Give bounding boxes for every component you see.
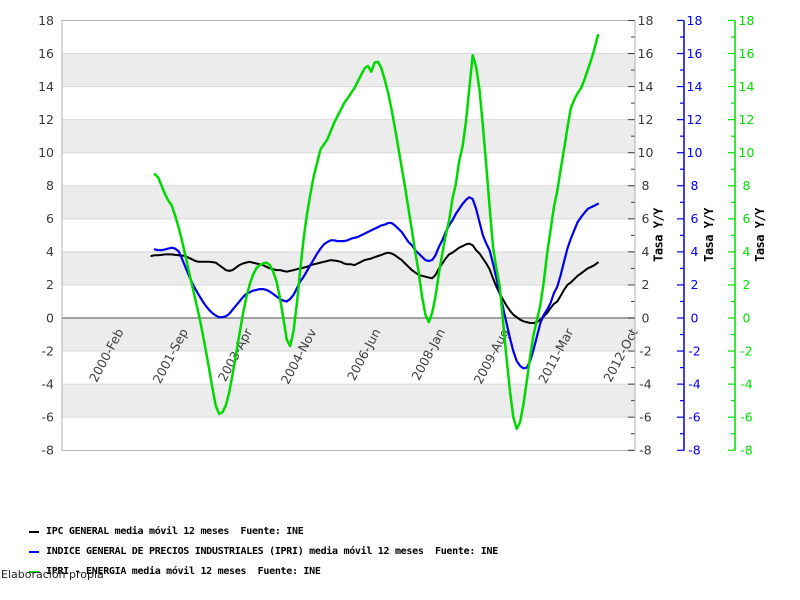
y-tick-label: 10 <box>638 145 654 160</box>
y-tick-label: 14 <box>38 79 54 94</box>
y-tick-label: -8 <box>639 443 652 458</box>
y-tick-label: 12 <box>687 112 703 127</box>
y-axis-titles: Tasa Y/Y Tasa Y/Y Tasa Y/Y <box>652 207 768 262</box>
y-tick-label: 14 <box>739 79 755 94</box>
legend-item-label: IPC GENERAL media móvil 12 meses Fuente:… <box>46 526 304 537</box>
y-tick-label: -2 <box>639 343 651 358</box>
y-tick-label: 16 <box>638 46 654 61</box>
y-tick-label: 6 <box>642 211 650 226</box>
y-tick-label: 18 <box>638 13 654 28</box>
legend-item-label: IPRI - ENERGIA media móvil 12 meses Fuen… <box>46 566 321 577</box>
y-tick-label: 12 <box>38 112 54 127</box>
y-tick-label: -6 <box>639 409 652 424</box>
y-tick-label: 10 <box>687 145 703 160</box>
y-tick-label: -4 <box>688 376 701 391</box>
series-ipri-energia-line <box>153 34 600 431</box>
y-tick-label: -4 <box>740 376 753 391</box>
legend-marker-ipri <box>29 551 39 553</box>
y-tick-label: 16 <box>38 46 54 61</box>
y-tick-label: 4 <box>46 244 54 259</box>
series-ipri-line <box>153 196 600 370</box>
right-green-axis <box>728 19 736 451</box>
y-tick-label: 6 <box>743 211 751 226</box>
right-blue-axis <box>677 19 685 451</box>
y-tick-label: 2 <box>642 277 650 292</box>
y-tick-label: 4 <box>743 244 751 259</box>
y-tick-label: -8 <box>42 443 55 458</box>
y-tick-label: 0 <box>691 310 699 325</box>
y-tick-label: -8 <box>688 443 701 458</box>
y-tick-label: 0 <box>46 310 54 325</box>
y-tick-label: 0 <box>743 310 751 325</box>
credit-note: Elaboración propia <box>1 568 104 581</box>
y-tick-label: 4 <box>691 244 699 259</box>
y-tick-label: 18 <box>739 13 755 28</box>
y-axis-right-black-labels: 18 16 14 12 10 8 6 4 2 0 -2 -4 -6 -8 <box>638 13 654 458</box>
y-tick-label: 10 <box>739 145 755 160</box>
y-tick-label: 12 <box>638 112 654 127</box>
y-tick-label: 16 <box>739 46 755 61</box>
gridlines <box>62 53 635 418</box>
y-tick-label: 2 <box>46 277 54 292</box>
legend-marker-ipri-energia <box>29 571 39 573</box>
y-tick-label: -8 <box>740 443 753 458</box>
y-tick-label: 8 <box>642 178 650 193</box>
y-tick-label: 8 <box>691 178 699 193</box>
y-tick-label: -4 <box>42 376 55 391</box>
y-tick-label: 14 <box>638 79 654 94</box>
y-tick-label: -6 <box>42 409 55 424</box>
y-tick-label: -2 <box>688 343 700 358</box>
legend-item-label: INDICE GENERAL DE PRECIOS INDUSTRIALES (… <box>46 546 498 557</box>
series-ipc-line <box>150 242 599 324</box>
y-tick-label: 8 <box>46 178 54 193</box>
y-tick-label: 0 <box>642 310 650 325</box>
y-tick-label: 2 <box>691 277 699 292</box>
y-tick-label: -4 <box>639 376 652 391</box>
y-tick-label: 4 <box>642 244 650 259</box>
y-axis-right-blue-labels: 18 16 14 12 10 8 6 4 2 0 -2 -4 -6 -8 <box>687 13 703 458</box>
y-tick-label: -2 <box>740 343 752 358</box>
y-tick-label: 18 <box>38 13 54 28</box>
y-tick-label: 12 <box>739 112 755 127</box>
right-black-axis-ticks <box>628 19 635 451</box>
y-tick-label: -2 <box>42 343 54 358</box>
plot-frame <box>61 20 636 451</box>
grid-bands <box>62 53 635 418</box>
y-axis-title: Tasa Y/Y <box>702 207 716 262</box>
y-tick-label: 18 <box>687 13 703 28</box>
y-tick-label: 14 <box>687 79 703 94</box>
y-tick-label: 10 <box>38 145 54 160</box>
legend-marker-ipc <box>29 531 39 533</box>
y-axis-right-green-labels: 18 16 14 12 10 8 6 4 2 0 -2 -4 -6 -8 <box>739 13 755 458</box>
y-axis-title: Tasa Y/Y <box>753 207 767 262</box>
y-tick-label: 2 <box>743 277 751 292</box>
y-tick-label: 8 <box>743 178 751 193</box>
y-axis-title: Tasa Y/Y <box>652 207 666 262</box>
y-tick-label: 6 <box>691 211 699 226</box>
y-tick-label: 6 <box>46 211 54 226</box>
y-axis-left-labels: 18 16 14 12 10 8 6 4 2 0 -2 -4 -6 -8 <box>38 13 54 458</box>
y-tick-label: -6 <box>688 409 701 424</box>
y-tick-label: 16 <box>687 46 703 61</box>
y-tick-label: -6 <box>740 409 753 424</box>
